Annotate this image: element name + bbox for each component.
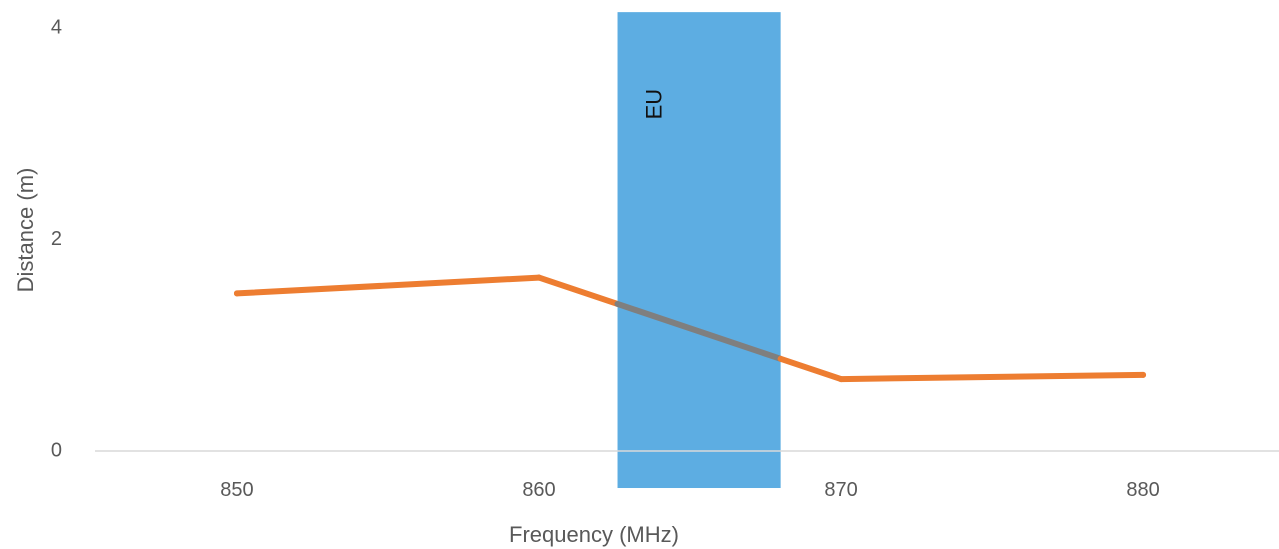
y-tick-label-0: 0 xyxy=(51,439,62,461)
data-point-0 xyxy=(233,290,240,297)
data-point-2 xyxy=(838,376,845,383)
y-tick-label-1: 2 xyxy=(51,228,62,250)
x-tick-label-0: 850 xyxy=(220,479,253,501)
series-layer xyxy=(233,274,1147,383)
data-point-3 xyxy=(1140,371,1147,378)
band-label-0: EU xyxy=(641,89,666,120)
series-0-segment-1-1 xyxy=(614,300,784,362)
x-tick-label-3: 880 xyxy=(1126,479,1159,501)
y-axis-title: Distance (m) xyxy=(13,168,38,293)
labels-layer: Frequency (MHz) Distance (m) xyxy=(13,168,679,547)
data-point-1 xyxy=(536,274,542,281)
series-0-segment-1-2 xyxy=(777,355,845,383)
x-tick-label-2: 870 xyxy=(824,479,857,501)
series-0-segment-2-0 xyxy=(838,371,1147,383)
x-axis-title: Frequency (MHz) xyxy=(509,522,679,547)
series-0-segment-0-0 xyxy=(233,274,542,297)
x-tick-label-1: 860 xyxy=(522,479,555,501)
series-0-segment-1-0 xyxy=(536,274,621,307)
bands-layer: EU xyxy=(617,12,781,489)
axis-layer: 850 860 870 880 0 2 4 xyxy=(51,16,1279,501)
y-tick-label-2: 4 xyxy=(51,16,62,38)
band-rect-0 xyxy=(617,12,781,489)
